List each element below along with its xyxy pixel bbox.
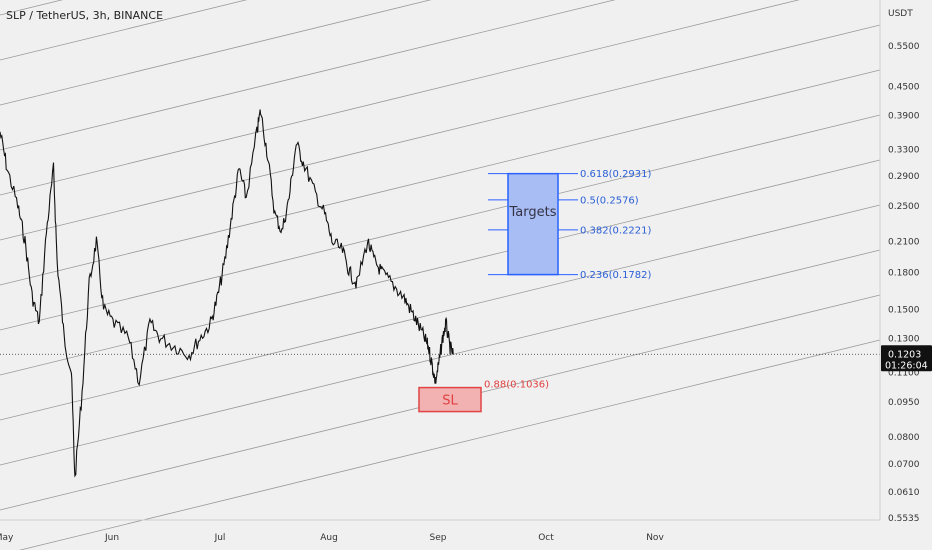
- y-tick-label: 0.0800: [888, 433, 920, 443]
- channel-line: [0, 0, 64, 16]
- channel-line: [0, 114, 881, 331]
- sl-label: SL: [442, 394, 458, 409]
- y-tick-label: 0.1100: [888, 368, 920, 378]
- x-ticks: May Jun Jul Aug Sep Oct Nov: [0, 533, 664, 543]
- channel-line: [0, 69, 881, 286]
- y-ticks: 0.5535 0.0610 0.0700 0.0800 0.0950 0.1100 0.13…: [888, 42, 920, 524]
- y-tick-label: 0.2500: [888, 202, 920, 212]
- y-tick-label: 0.3900: [888, 112, 920, 122]
- channel-line: [0, 0, 616, 151]
- fib-label: 0.5(0.2576): [580, 195, 639, 206]
- fib-label: 0.236(0.1782): [580, 270, 652, 281]
- x-tick-label: Oct: [538, 533, 554, 543]
- sl-rect: [418, 386, 482, 413]
- y-tick-label: 0.5535: [888, 514, 920, 524]
- y-tick-label: 0.0700: [888, 460, 920, 470]
- y-tick-label: 0.1800: [888, 269, 920, 279]
- price-axis-bg: [880, 0, 932, 550]
- current-price-label: 0.1203: [888, 349, 921, 360]
- x-tick-label: Nov: [646, 533, 664, 543]
- fib-label: 0.382(0.2221): [580, 225, 652, 236]
- y-tick-label: 0.1500: [888, 306, 920, 316]
- targets-label: Targets: [509, 205, 557, 220]
- channel-line: [0, 0, 800, 196]
- chart-title: SLP / TetherUS, 3h, BINANCE: [6, 9, 164, 22]
- y-tick-label: 0.0950: [888, 398, 920, 408]
- price-line: [0, 109, 454, 478]
- x-tick-label: Sep: [430, 533, 447, 543]
- x-tick-label: May: [0, 533, 14, 543]
- channel-line: [0, 0, 432, 106]
- channel-line: [18, 339, 881, 550]
- y-tick-label: 0.4500: [888, 83, 920, 93]
- axis-unit-label: USDT: [888, 9, 913, 19]
- channel-line: [0, 0, 248, 61]
- channel-line: [0, 204, 881, 421]
- price-tag-bg: [881, 345, 932, 372]
- x-tick-label: Jul: [214, 533, 226, 543]
- stop-loss: SL 0.88(0.1036): [418, 380, 549, 413]
- y-tick-label: 0.5500: [888, 42, 920, 52]
- y-tick-label: 0.1300: [888, 335, 920, 345]
- price-series: [0, 109, 454, 478]
- y-tick-label: 0.2100: [888, 237, 920, 247]
- countdown-label: 01:26:04: [885, 360, 928, 371]
- y-tick-label: 0.3300: [888, 146, 920, 156]
- channel-line: [0, 159, 881, 376]
- y-tick-label: 0.0610: [888, 488, 920, 498]
- target-box: Targets: [507, 172, 559, 276]
- y-tick-label: 0.2900: [888, 172, 920, 182]
- targets-rect: [507, 172, 559, 276]
- x-tick-label: Jun: [104, 533, 119, 543]
- channel-lines: [0, 0, 881, 550]
- fib-label: 0.618(0.2931): [580, 169, 652, 180]
- channel-line: [0, 24, 881, 241]
- x-tick-label: Aug: [320, 533, 338, 543]
- sl-level-label: 0.88(0.1036): [484, 380, 549, 391]
